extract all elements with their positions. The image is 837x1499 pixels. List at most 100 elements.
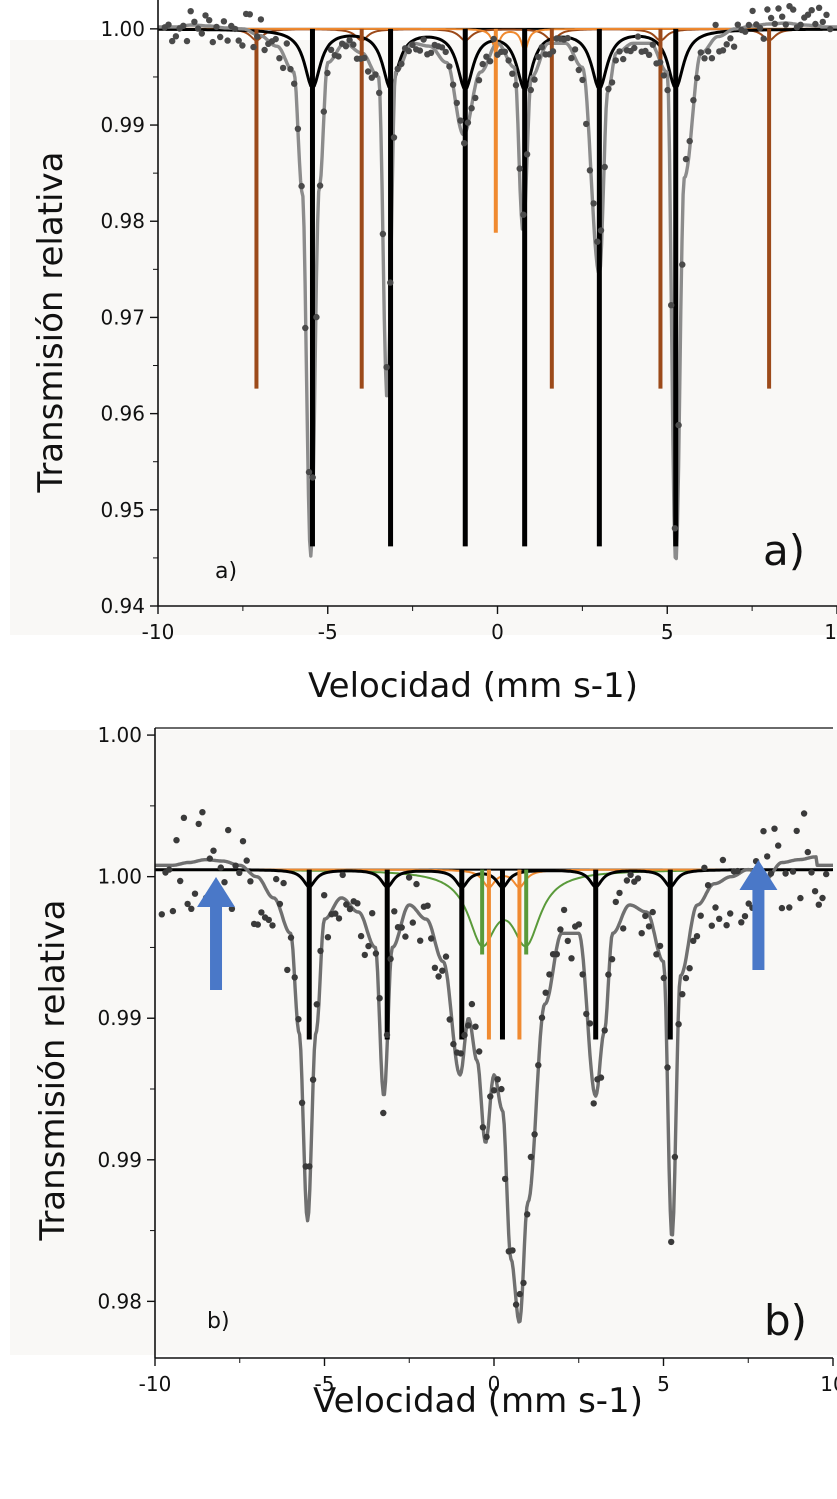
panel-b-data-point <box>660 974 667 982</box>
panel-a-data-point <box>775 5 782 12</box>
panel-b-data-point <box>324 934 332 941</box>
panel-b-data-point <box>383 1031 391 1039</box>
panel-b-data-point <box>295 1016 302 1023</box>
panel-a-data-point <box>194 25 202 32</box>
panel-b-data-point <box>457 1050 464 1057</box>
panel-a-data-point <box>616 48 623 55</box>
panel-a-data-point <box>538 44 546 51</box>
panel-a-data-point <box>217 33 224 41</box>
panel-a-data-point <box>361 54 368 62</box>
panel-a-data-point <box>191 18 198 25</box>
panel-b-data-point <box>708 922 715 929</box>
panel-b-data-point <box>560 906 568 914</box>
panel-a-data-point <box>394 65 401 73</box>
panel-a-data-point <box>705 48 712 55</box>
panel-a-data-point <box>505 57 512 64</box>
panel-b-data-point <box>804 848 811 856</box>
panel-a-data-point <box>213 23 220 31</box>
panel-b-data-point <box>656 942 664 950</box>
panel-a-data-point <box>527 86 534 94</box>
panel-b-data-point <box>369 910 376 917</box>
panel-a-y-tick-label: 1.00 <box>100 17 145 41</box>
panel-b-data-point <box>649 908 656 916</box>
panel-b-data-point <box>686 965 693 972</box>
panel-b-data-point <box>723 922 730 929</box>
panel-a-data-point <box>461 140 468 147</box>
panel-a-data-point <box>187 8 194 15</box>
panel-b-data-point <box>501 1175 509 1183</box>
panel-a-data-point <box>520 211 527 218</box>
panel-b-data-point <box>376 995 383 1002</box>
panel-a-data-point <box>405 47 412 55</box>
panel-b-data-point <box>236 869 243 876</box>
panel-b-small-label: b) <box>207 1309 230 1334</box>
panel-b-data-point <box>542 989 549 996</box>
panel-a-data-point <box>586 167 594 174</box>
panel-a-data-point <box>257 16 265 23</box>
panel-a-data-point <box>372 71 379 78</box>
panel-a-data-point <box>346 36 353 44</box>
panel-b-data-point <box>520 1279 527 1287</box>
panel-b-data-point <box>180 814 188 821</box>
panel-b-arrow-shaft <box>752 888 765 970</box>
panel-b-y-tick-label: 1.00 <box>97 865 142 889</box>
panel-b-data-point <box>243 857 250 864</box>
panel-b-data-point <box>701 864 708 871</box>
panel-b-data-point <box>276 900 284 908</box>
panel-b-y-axis-title: Transmisión relativa <box>33 900 73 1242</box>
panel-a-data-point <box>261 46 268 54</box>
panel-b-data-point <box>605 971 612 978</box>
panel-a-data-point <box>220 18 228 25</box>
panel-b-data-point <box>221 879 228 886</box>
panel-a-data-point <box>320 108 327 115</box>
panel-b-data-point <box>228 905 236 912</box>
panel-a-data-point <box>479 60 486 68</box>
panel-b-data-point <box>535 1062 542 1069</box>
panel-b-data-point <box>579 971 586 978</box>
panel-a-data-point <box>819 18 826 26</box>
panel-a-data-point <box>679 261 686 268</box>
panel-b-data-point <box>716 915 723 922</box>
panel-b-data-point <box>439 967 446 974</box>
panel-b-data-point <box>199 809 206 816</box>
panel-b-data-point <box>512 1301 520 1308</box>
panel-b-data-point <box>217 864 224 871</box>
panel-b-data-point <box>690 937 697 944</box>
panel-a-data-point <box>605 85 612 93</box>
panel-a-y-tick-label: 0.94 <box>100 594 145 618</box>
panel-b-data-point <box>465 1022 472 1029</box>
panel-b-data-point <box>815 901 822 908</box>
panel-a-data-point <box>675 421 682 429</box>
panel-a-x-tick-label: -5 <box>318 620 338 644</box>
panel-a-y-tick-label: 0.98 <box>100 209 145 233</box>
panel-b-data-point <box>225 826 232 834</box>
panel-b-data-point <box>527 1153 535 1161</box>
panel-a-x-tick-label: 5 <box>661 620 674 644</box>
panel-a-data-point <box>364 68 372 75</box>
panel-b-data-point <box>704 882 712 889</box>
panel-b-y-tick-label: 1.00 <box>97 723 142 747</box>
panel-a-data-point <box>490 35 497 43</box>
panel-a-data-point <box>291 80 298 87</box>
panel-b-data-point <box>232 862 239 869</box>
panel-a-y-tick-label: 0.96 <box>100 402 145 426</box>
panel-b-data-point <box>487 1093 494 1100</box>
panel-a-data-point <box>549 48 557 55</box>
panel-a-data-point <box>601 163 608 171</box>
panel-a-data-point <box>660 72 668 79</box>
panel-a-data-point <box>734 21 741 28</box>
panel-b-data-point <box>332 910 339 917</box>
panel-a-data-point <box>827 25 834 33</box>
panel-a-data-point <box>483 53 490 60</box>
panel-a-y-tick-label: 0.95 <box>100 498 145 522</box>
panel-a-data-point <box>453 99 460 107</box>
panel-b-data-point <box>291 974 298 981</box>
panel-a-small-label: a) <box>215 559 237 584</box>
panel-a-data-point <box>712 21 719 29</box>
panel-a-data-point <box>612 57 619 64</box>
panel-b-data-point <box>405 874 413 881</box>
panel-a-data-point <box>697 49 704 56</box>
panel-b-data-point <box>627 871 634 878</box>
panel-a-data-point <box>727 35 734 42</box>
